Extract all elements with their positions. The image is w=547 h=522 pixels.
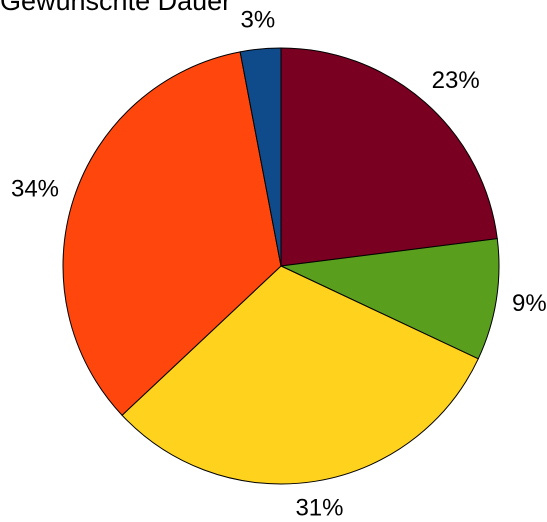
slice-label-3: 34% xyxy=(11,175,59,202)
pie-labels: 23% 9% 31% 34% 3% xyxy=(11,6,547,521)
slice-label-1: 9% xyxy=(512,290,547,317)
pie-slices xyxy=(62,47,500,485)
pie-slice-0 xyxy=(280,47,498,267)
pie-slice-4 xyxy=(239,47,282,267)
pie-slice-1 xyxy=(279,238,500,360)
slice-label-0: 23% xyxy=(432,67,480,94)
slice-label-2: 31% xyxy=(295,494,343,517)
chart-title: Gewünschte Dauer xyxy=(0,0,232,16)
pie-slice-2 xyxy=(121,265,479,485)
pie-slice-3 xyxy=(62,51,282,416)
slice-label-4: 3% xyxy=(241,6,276,33)
